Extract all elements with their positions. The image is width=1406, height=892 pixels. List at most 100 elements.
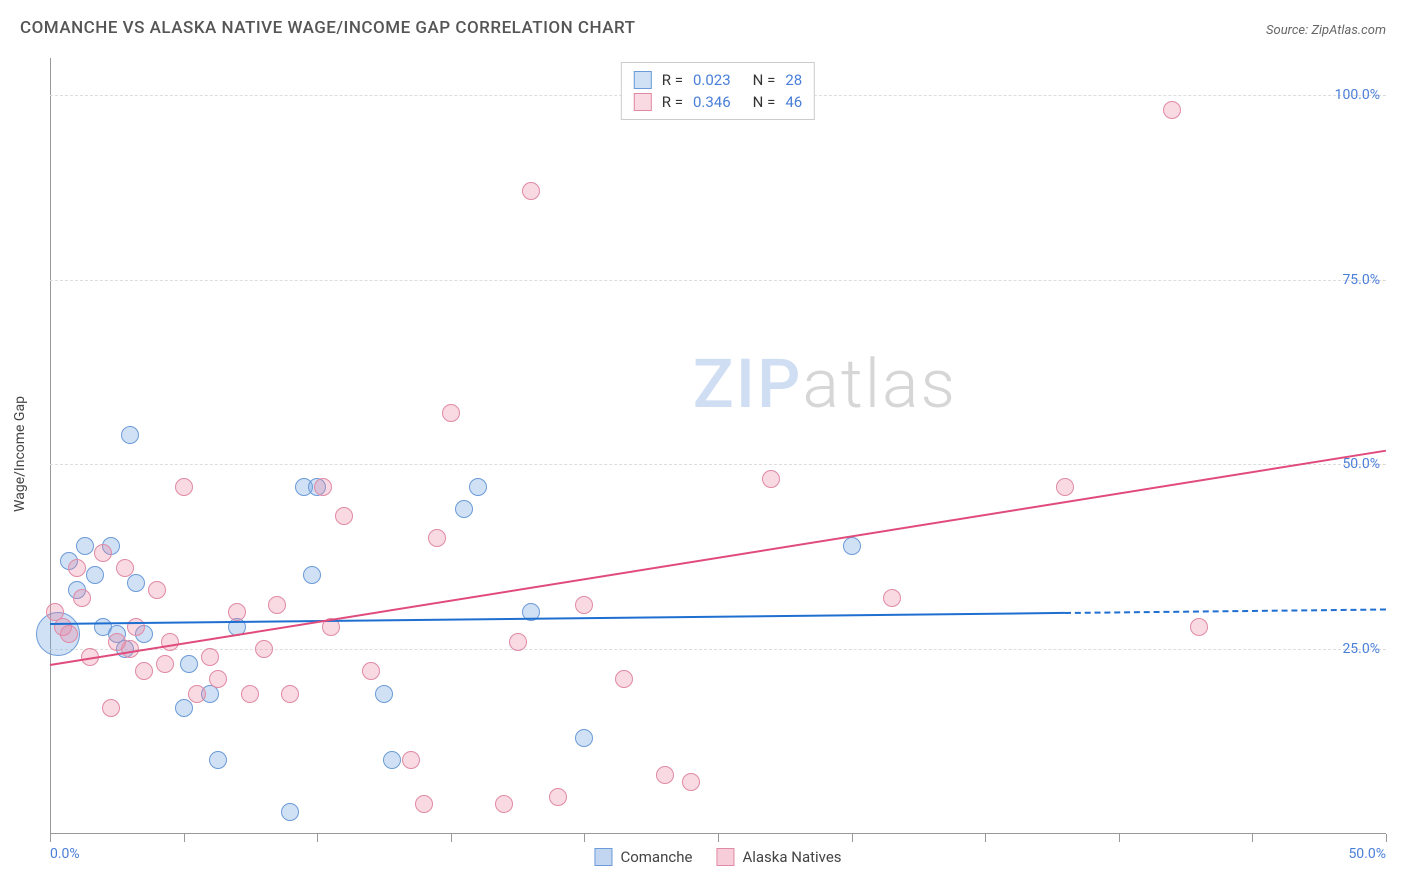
y-tick-label: 75.0%: [1342, 272, 1380, 288]
series-legend: Comanche Alaska Natives: [594, 848, 841, 866]
data-point: [156, 655, 174, 673]
legend-r-label: R =: [662, 93, 683, 111]
x-tick: [184, 834, 185, 842]
data-point: [415, 795, 433, 813]
x-tick: [1386, 834, 1387, 842]
data-point: [116, 559, 134, 577]
gridline: [50, 464, 1386, 465]
data-point: [135, 662, 153, 680]
legend-n-label: N =: [753, 71, 776, 89]
x-tick: [1252, 834, 1253, 842]
data-point: [575, 729, 593, 747]
chart-area: Wage/Income Gap 25.0%50.0%75.0%100.0%0.0…: [50, 58, 1386, 834]
data-point: [428, 529, 446, 547]
y-tick-label: 25.0%: [1342, 641, 1380, 657]
legend-n-value: 46: [785, 93, 802, 111]
data-point: [268, 596, 286, 614]
data-point: [102, 699, 120, 717]
data-point: [68, 559, 86, 577]
chart-title: COMANCHE VS ALASKA NATIVE WAGE/INCOME GA…: [20, 18, 635, 38]
legend-swatch: [634, 93, 652, 111]
data-point: [495, 795, 513, 813]
data-point: [383, 751, 401, 769]
data-point: [127, 574, 145, 592]
trend-line: [50, 612, 1065, 625]
legend-item: Alaska Natives: [716, 848, 841, 866]
data-point: [509, 633, 527, 651]
y-axis-label: Wage/Income Gap: [12, 396, 28, 512]
gridline: [50, 649, 1386, 650]
y-tick-label: 50.0%: [1342, 456, 1380, 472]
x-tick: [317, 834, 318, 842]
data-point: [549, 788, 567, 806]
data-point: [281, 803, 299, 821]
data-point: [455, 500, 473, 518]
data-point: [362, 662, 380, 680]
legend-r-value: 0.023: [693, 71, 731, 89]
data-point: [127, 618, 145, 636]
data-point: [575, 596, 593, 614]
data-point: [241, 685, 259, 703]
data-point: [281, 685, 299, 703]
legend-row: R = 0.023 N = 28: [634, 69, 802, 91]
data-point: [303, 566, 321, 584]
data-point: [335, 507, 353, 525]
legend-r-label: R =: [662, 71, 683, 89]
data-point: [76, 537, 94, 555]
data-point: [94, 544, 112, 562]
data-point: [188, 685, 206, 703]
x-tick: [718, 834, 719, 842]
data-point: [843, 537, 861, 555]
data-point: [228, 603, 246, 621]
gridline: [50, 280, 1386, 281]
x-tick: [1119, 834, 1120, 842]
data-point: [60, 625, 78, 643]
legend-r-value: 0.346: [693, 93, 731, 111]
data-point: [175, 478, 193, 496]
y-tick-label: 100.0%: [1335, 87, 1380, 103]
correlation-legend: R = 0.023 N = 28 R = 0.346 N = 46: [621, 62, 815, 120]
legend-n-label: N =: [753, 93, 776, 111]
data-point: [762, 470, 780, 488]
legend-label: Alaska Natives: [742, 848, 841, 866]
data-point: [209, 670, 227, 688]
data-point: [615, 670, 633, 688]
data-point: [469, 478, 487, 496]
legend-swatch: [634, 71, 652, 89]
data-point: [375, 685, 393, 703]
data-point: [442, 404, 460, 422]
x-tick: [584, 834, 585, 842]
data-point: [86, 566, 104, 584]
x-tick: [985, 834, 986, 842]
scatter-plot: 25.0%50.0%75.0%100.0%0.0%50.0%: [50, 58, 1386, 834]
data-point: [180, 655, 198, 673]
x-tick: [50, 834, 51, 842]
data-point: [1056, 478, 1074, 496]
data-point: [522, 182, 540, 200]
data-point: [656, 766, 674, 784]
data-point: [209, 751, 227, 769]
data-point: [255, 640, 273, 658]
y-axis-line: [50, 58, 51, 834]
data-point: [175, 699, 193, 717]
data-point: [1190, 618, 1208, 636]
x-tick: [852, 834, 853, 842]
x-tick-label: 50.0%: [1348, 846, 1386, 862]
data-point: [148, 581, 166, 599]
data-point: [1163, 101, 1181, 119]
source-attribution: Source: ZipAtlas.com: [1266, 23, 1386, 38]
legend-swatch: [716, 848, 734, 866]
legend-n-value: 28: [785, 71, 802, 89]
legend-label: Comanche: [620, 848, 692, 866]
data-point: [73, 589, 91, 607]
data-point: [314, 478, 332, 496]
data-point: [201, 648, 219, 666]
data-point: [121, 426, 139, 444]
legend-swatch: [594, 848, 612, 866]
x-tick: [451, 834, 452, 842]
data-point: [161, 633, 179, 651]
trend-line: [50, 450, 1386, 666]
legend-item: Comanche: [594, 848, 692, 866]
x-tick-label: 0.0%: [50, 846, 80, 862]
data-point: [402, 751, 420, 769]
